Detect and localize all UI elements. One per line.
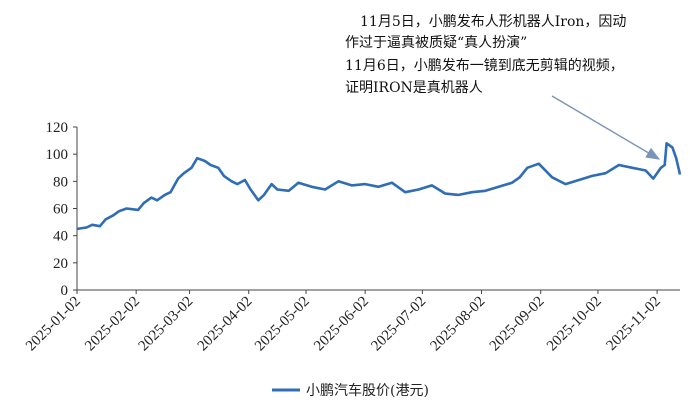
annotation-line-1: 11月5日，小鹏发布人形机器人Iron，因动 <box>360 14 626 30</box>
y-axis: 0 20 40 60 80 100 120 <box>46 120 78 299</box>
x-axis: 2025-01-022025-02-022025-03-022025-04-02… <box>23 289 680 355</box>
x-tick-label: 2025-07-02 <box>368 294 429 355</box>
x-tick-label: 2025-03-02 <box>136 294 197 355</box>
y-tick-label: 120 <box>46 120 69 136</box>
x-tick-label: 2025-09-02 <box>487 294 548 355</box>
x-tick-label: 2025-02-02 <box>82 294 143 355</box>
x-tick-label: 2025-05-02 <box>252 294 313 355</box>
annotation-line-4: 证明IRON是真机器人 <box>345 80 483 96</box>
annotation-arrow <box>551 95 661 160</box>
y-tick-label: 60 <box>53 202 68 218</box>
annotation-line-2: 作过于逼真被质疑“真人扮演” <box>345 35 527 51</box>
y-tick-label: 20 <box>53 256 68 272</box>
y-tick-label: 100 <box>46 147 69 163</box>
series-layer <box>76 142 682 231</box>
x-tick-label: 2025-11-02 <box>604 294 664 354</box>
x-tick-label: 2025-06-02 <box>311 294 372 355</box>
legend: 小鹏汽车股价(港元) <box>272 382 429 399</box>
series-line-0 <box>76 142 682 231</box>
x-tick-label: 2025-10-02 <box>544 294 605 355</box>
y-tick-label: 40 <box>53 229 68 245</box>
y-tick-label: 0 <box>61 283 69 299</box>
x-tick-label: 2025-04-02 <box>195 294 256 355</box>
annotation: 11月5日，小鹏发布人形机器人Iron，因动 作过于逼真被质疑“真人扮演” 11… <box>345 14 661 160</box>
annotation-line-3: 11月6日，小鹏发布一镜到底无剪辑的视频， <box>345 58 624 74</box>
legend-label: 小鹏汽车股价(港元) <box>306 382 429 399</box>
x-tick-label: 2025-01-02 <box>23 294 84 355</box>
y-tick-label: 80 <box>53 174 68 190</box>
x-tick-label: 2025-08-02 <box>428 294 489 355</box>
